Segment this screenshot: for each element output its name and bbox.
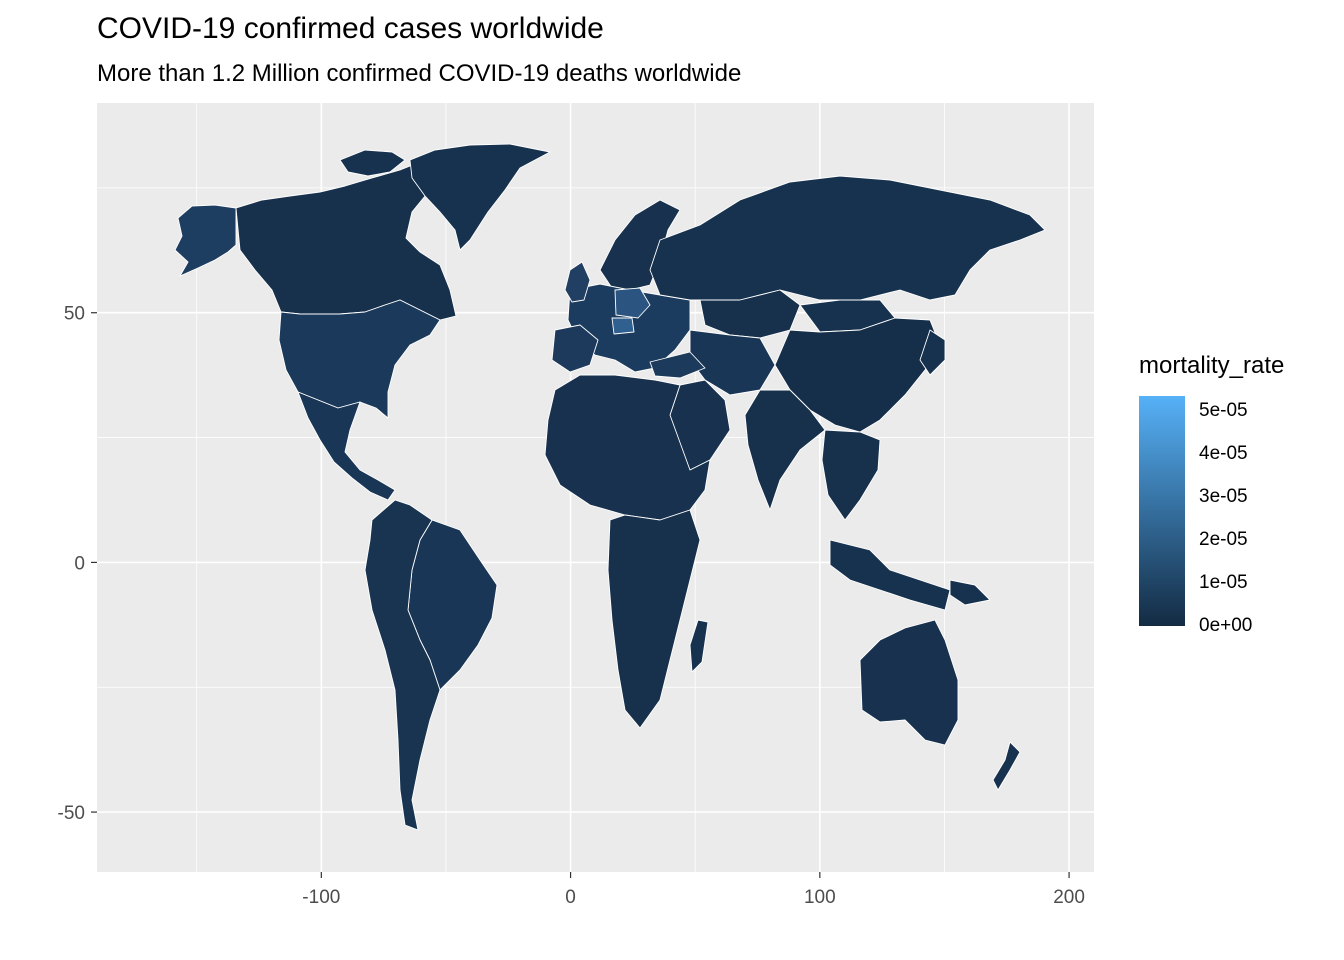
x-tick-label: 200 [1053, 887, 1085, 908]
chart-title: COVID-19 confirmed cases worldwide [97, 12, 604, 45]
country-madagascar [689, 619, 709, 673]
landmasses [174, 143, 1046, 831]
country-czech [611, 317, 635, 335]
legend-colorbar [1139, 396, 1185, 626]
country-alaska [174, 204, 237, 277]
y-axis: 50 0 -50 [58, 304, 97, 824]
country-turkey [649, 351, 706, 379]
region-southeast-asia [821, 429, 881, 521]
country-uk [564, 261, 591, 303]
legend-label: 4e-05 [1199, 443, 1248, 464]
country-mexico [297, 391, 396, 501]
y-tick-label: -50 [58, 803, 85, 824]
country-poland [614, 287, 651, 319]
chart-subtitle: More than 1.2 Million confirmed COVID-19… [97, 60, 742, 87]
south-america-west [364, 499, 441, 831]
x-tick-label: -100 [302, 887, 340, 908]
country-japan [919, 329, 946, 376]
legend-label: 5e-05 [1199, 400, 1248, 421]
x-axis: -100 0 100 200 [302, 872, 1085, 908]
country-india [744, 389, 826, 511]
region-south-africa [607, 509, 701, 729]
y-tick-label: 50 [64, 304, 85, 325]
x-tick-label: 0 [565, 887, 576, 908]
legend-label: 1e-05 [1199, 572, 1248, 593]
region-north-africa [544, 374, 711, 521]
country-greenland [409, 143, 551, 251]
country-iberia [551, 324, 599, 373]
country-australia [859, 619, 959, 746]
country-papua [949, 579, 991, 606]
x-tick-label: 100 [804, 887, 836, 908]
region-indonesia [829, 539, 951, 611]
legend-label: 3e-05 [1199, 486, 1248, 507]
legend-label: 0e+00 [1199, 615, 1253, 636]
island-arctic [339, 149, 406, 177]
y-tick-label: 0 [74, 553, 85, 574]
country-new-zealand [992, 741, 1021, 791]
legend-title: mortality_rate [1139, 352, 1285, 379]
legend-label: 2e-05 [1199, 529, 1248, 550]
